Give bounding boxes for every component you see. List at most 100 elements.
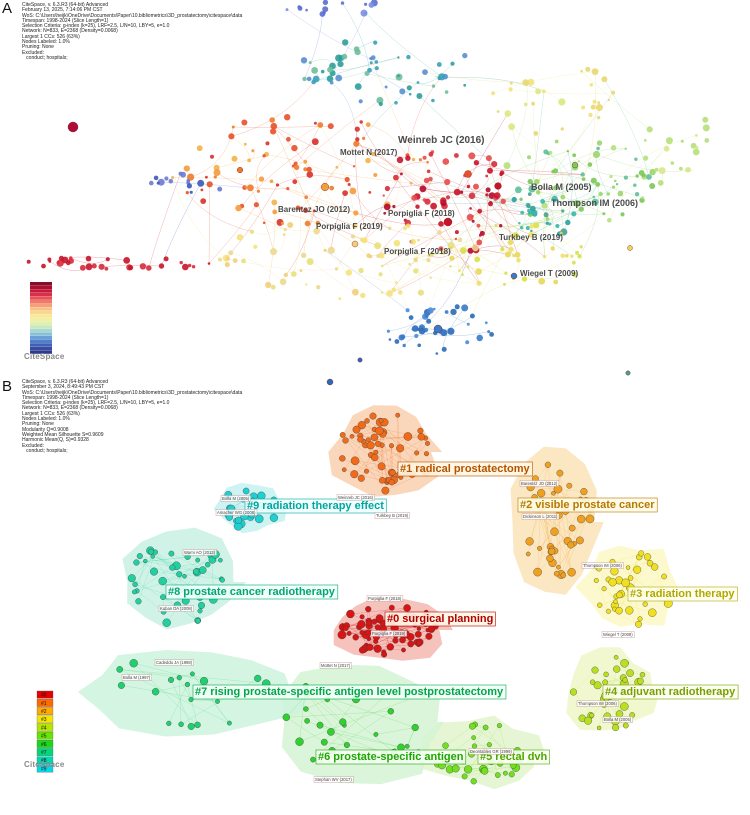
cluster-link: [171, 553, 203, 571]
citation-link: [527, 227, 573, 257]
author-label: Porpiglia F (2018): [384, 247, 451, 256]
cluster-node: [187, 722, 195, 730]
cluster-label: #9 radiation therapy effect: [247, 500, 384, 512]
reference-node: [411, 157, 416, 162]
reference-node: [270, 284, 276, 290]
reference-node: [527, 192, 532, 197]
reference-label: Bolla M (2005): [222, 496, 250, 501]
cluster-node: [176, 571, 183, 578]
reference-node: [530, 229, 533, 233]
author-label: Turkbey B (2019): [499, 233, 563, 242]
reference-node: [553, 185, 559, 191]
cluster-node: [593, 578, 599, 583]
cluster-node: [162, 618, 171, 627]
author-label: Weinreb JC (2016): [398, 135, 485, 146]
citation-link: [304, 13, 323, 79]
network-edges-a: [49, 3, 697, 350]
cluster-node: [133, 559, 140, 566]
reference-label: Deontables GR (1999): [470, 749, 513, 754]
reference-node: [271, 199, 278, 206]
cluster-node: [496, 723, 502, 729]
reference-node: [183, 165, 190, 172]
reference-node: [558, 98, 566, 106]
panel-letter-b: B: [2, 378, 13, 395]
cluster-node: [198, 566, 207, 574]
cluster-node: [638, 550, 645, 557]
legend-swatch: [30, 350, 52, 354]
author-label: Porpiglia F (2019): [316, 222, 383, 231]
cluster-node: [425, 440, 430, 446]
meta-a-line: Pruning: None: [22, 44, 54, 51]
reference-node: [610, 145, 617, 151]
reference-node: [571, 211, 577, 217]
cluster-link: [136, 554, 216, 563]
reference-node: [592, 99, 597, 104]
reference-node: [303, 159, 308, 164]
reference-node: [484, 321, 488, 325]
citation-link: [486, 194, 532, 236]
reference-node: [467, 247, 474, 254]
reference-node: [592, 150, 601, 159]
cluster-node: [192, 568, 200, 575]
reference-node: [410, 238, 416, 245]
reference-node: [454, 304, 460, 310]
reference-node: [217, 186, 223, 192]
cluster-node: [369, 412, 377, 420]
reference-node: [670, 161, 675, 165]
reference-node: [104, 266, 109, 271]
highlight-reference-node: [571, 161, 579, 169]
legend-swatch: [30, 282, 52, 286]
citation-link: [471, 195, 563, 212]
reference-node: [565, 254, 569, 258]
reference-node: [384, 185, 390, 192]
cluster-node: [327, 728, 335, 736]
reference-node: [293, 161, 298, 166]
cluster-node: [389, 469, 396, 476]
reference-node: [340, 1, 345, 5]
reference-node: [373, 40, 378, 45]
reference-node: [641, 173, 646, 178]
cluster-node: [242, 487, 250, 495]
cluster-node: [381, 486, 390, 495]
reference-node: [236, 234, 244, 241]
reference-node: [431, 98, 435, 103]
legend-swatch: [30, 318, 52, 322]
reference-node: [620, 212, 625, 217]
cluster-node: [343, 742, 350, 748]
reference-node: [548, 150, 553, 155]
reference-node: [551, 169, 555, 174]
citation-link: [354, 205, 394, 227]
citation-link: [470, 208, 518, 255]
legend-swatch: [30, 307, 52, 311]
citation-link: [512, 174, 583, 237]
reference-node: [400, 334, 406, 340]
reference-node: [362, 136, 366, 140]
reference-node: [595, 182, 601, 187]
reference-node: [323, 248, 327, 252]
citation-link: [287, 188, 356, 214]
reference-node: [182, 263, 189, 271]
legend-swatch: [30, 325, 52, 329]
reference-node: [146, 265, 152, 271]
reference-node: [541, 202, 548, 209]
reference-node: [206, 181, 213, 188]
cluster-node: [544, 461, 551, 468]
cluster-link: [131, 556, 153, 579]
reference-node: [429, 276, 432, 279]
cluster-node: [580, 488, 588, 496]
citation-link: [324, 250, 397, 283]
cluster-link: [319, 725, 402, 748]
cluster-node: [642, 601, 648, 607]
reference-node: [555, 223, 560, 229]
reference-node: [617, 190, 624, 197]
citation-link: [515, 193, 601, 236]
reference-node: [518, 221, 521, 225]
reference-node: [658, 167, 666, 175]
legend-label: #8: [41, 758, 47, 764]
reference-node: [508, 123, 515, 131]
cluster-node: [602, 679, 609, 686]
citation-link: [469, 217, 515, 256]
cluster-node: [132, 589, 137, 595]
cluster-node: [168, 676, 174, 683]
citation-link: [531, 154, 597, 236]
